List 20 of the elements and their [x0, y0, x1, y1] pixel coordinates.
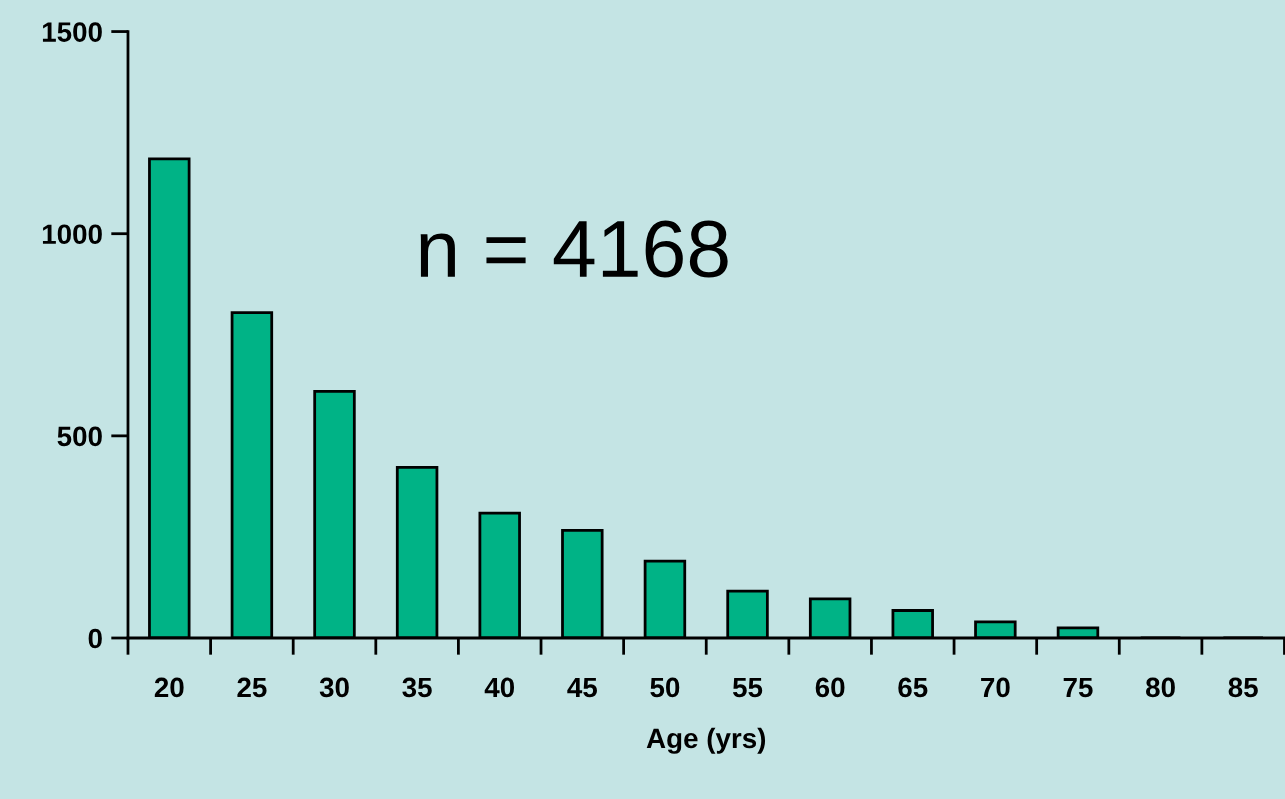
x-tick-label: 80 [1146, 677, 1175, 698]
x-tick-label: 75 [1063, 677, 1093, 698]
x-tick-label: 35 [402, 677, 432, 698]
x-tick-label: 65 [898, 677, 928, 698]
x-tick-label: 85 [1228, 677, 1258, 698]
y-tick-label: 0 [88, 628, 102, 649]
y-tick-label: 500 [57, 426, 102, 447]
x-tick-label: 50 [650, 677, 680, 698]
y-tick-label: 1500 [42, 22, 102, 42]
y-tick-label: 1000 [42, 224, 102, 245]
x-tick-label: 25 [237, 677, 267, 698]
annotation: n = 4168 [420, 220, 728, 278]
x-tick-label: 20 [154, 677, 184, 698]
x-tick-label: 55 [732, 677, 763, 698]
x-tick-label: 70 [981, 677, 1010, 698]
x-tick-label: 30 [319, 677, 349, 698]
x-tick-label: 45 [567, 677, 597, 698]
x-axis-title: Age (yrs) [646, 727, 766, 754]
x-tick-label: 60 [815, 677, 845, 698]
x-tick-label: 40 [484, 677, 515, 698]
